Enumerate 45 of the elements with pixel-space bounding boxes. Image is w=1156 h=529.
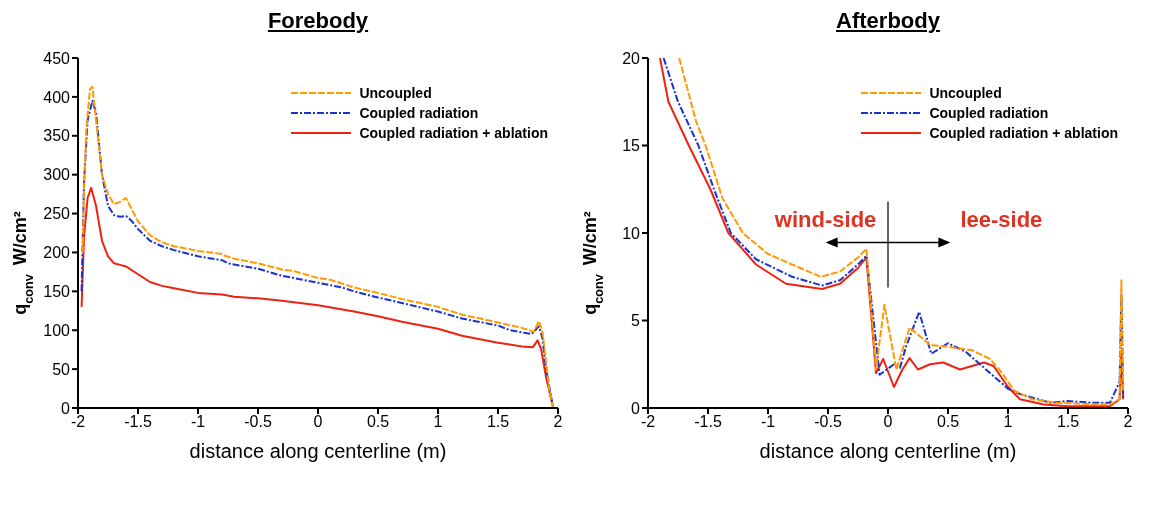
y-tick-label: 10 <box>622 224 641 242</box>
y-tick-label: 50 <box>52 360 71 378</box>
legend-label: Uncoupled <box>359 85 432 101</box>
x-axis-title: distance along centerline (m) <box>759 440 1017 462</box>
chart-title: Afterbody <box>835 8 941 34</box>
y-tick-label: 300 <box>43 166 71 184</box>
legend-label: Coupled radiation <box>359 105 479 121</box>
legend-label: Coupled radiation + ablation <box>929 125 1118 141</box>
y-tick-label: 350 <box>43 127 71 145</box>
x-tick-label: -0.5 <box>244 413 272 431</box>
x-tick-label: 1.5 <box>486 413 510 431</box>
y-tick-label: 0 <box>631 399 641 417</box>
y-tick-label: 100 <box>43 321 71 339</box>
x-tick-label: 1 <box>1003 413 1013 431</box>
y-tick-label: 0 <box>61 399 71 417</box>
y-tick-label: 5 <box>631 312 641 330</box>
annotation: lee-side <box>960 206 1043 232</box>
y-tick-label: 450 <box>43 49 71 67</box>
x-tick-label: 2 <box>1123 413 1133 431</box>
x-axis-title: distance along centerline (m) <box>189 440 447 462</box>
x-tick-label: -2 <box>70 413 86 431</box>
y-tick-label: 150 <box>43 283 71 301</box>
x-tick-label: -1.5 <box>694 413 722 431</box>
x-tick-label: 0.5 <box>936 413 960 431</box>
legend-label: Coupled radiation + ablation <box>359 125 548 141</box>
legend-label: Uncoupled <box>929 85 1002 101</box>
y-tick-label: 400 <box>43 88 71 106</box>
x-tick-label: 0.5 <box>366 413 390 431</box>
y-tick-label: 20 <box>622 49 641 67</box>
x-tick-label: 1 <box>433 413 443 431</box>
x-tick-label: -1 <box>190 413 206 431</box>
chart-title: Forebody <box>266 8 370 34</box>
annotation: wind-side <box>773 206 877 232</box>
y-tick-label: 15 <box>622 137 641 155</box>
x-tick-label: 0 <box>883 413 893 431</box>
y-tick-label: 250 <box>43 205 71 223</box>
x-tick-label: -1 <box>760 413 776 431</box>
legend-label: Coupled radiation <box>929 105 1049 121</box>
x-tick-label: 0 <box>313 413 323 431</box>
x-tick-label: -1.5 <box>124 413 152 431</box>
x-tick-label: -0.5 <box>814 413 842 431</box>
x-tick-label: 1.5 <box>1056 413 1080 431</box>
x-tick-label: 2 <box>553 413 563 431</box>
x-tick-label: -2 <box>640 413 656 431</box>
y-tick-label: 200 <box>43 244 71 262</box>
